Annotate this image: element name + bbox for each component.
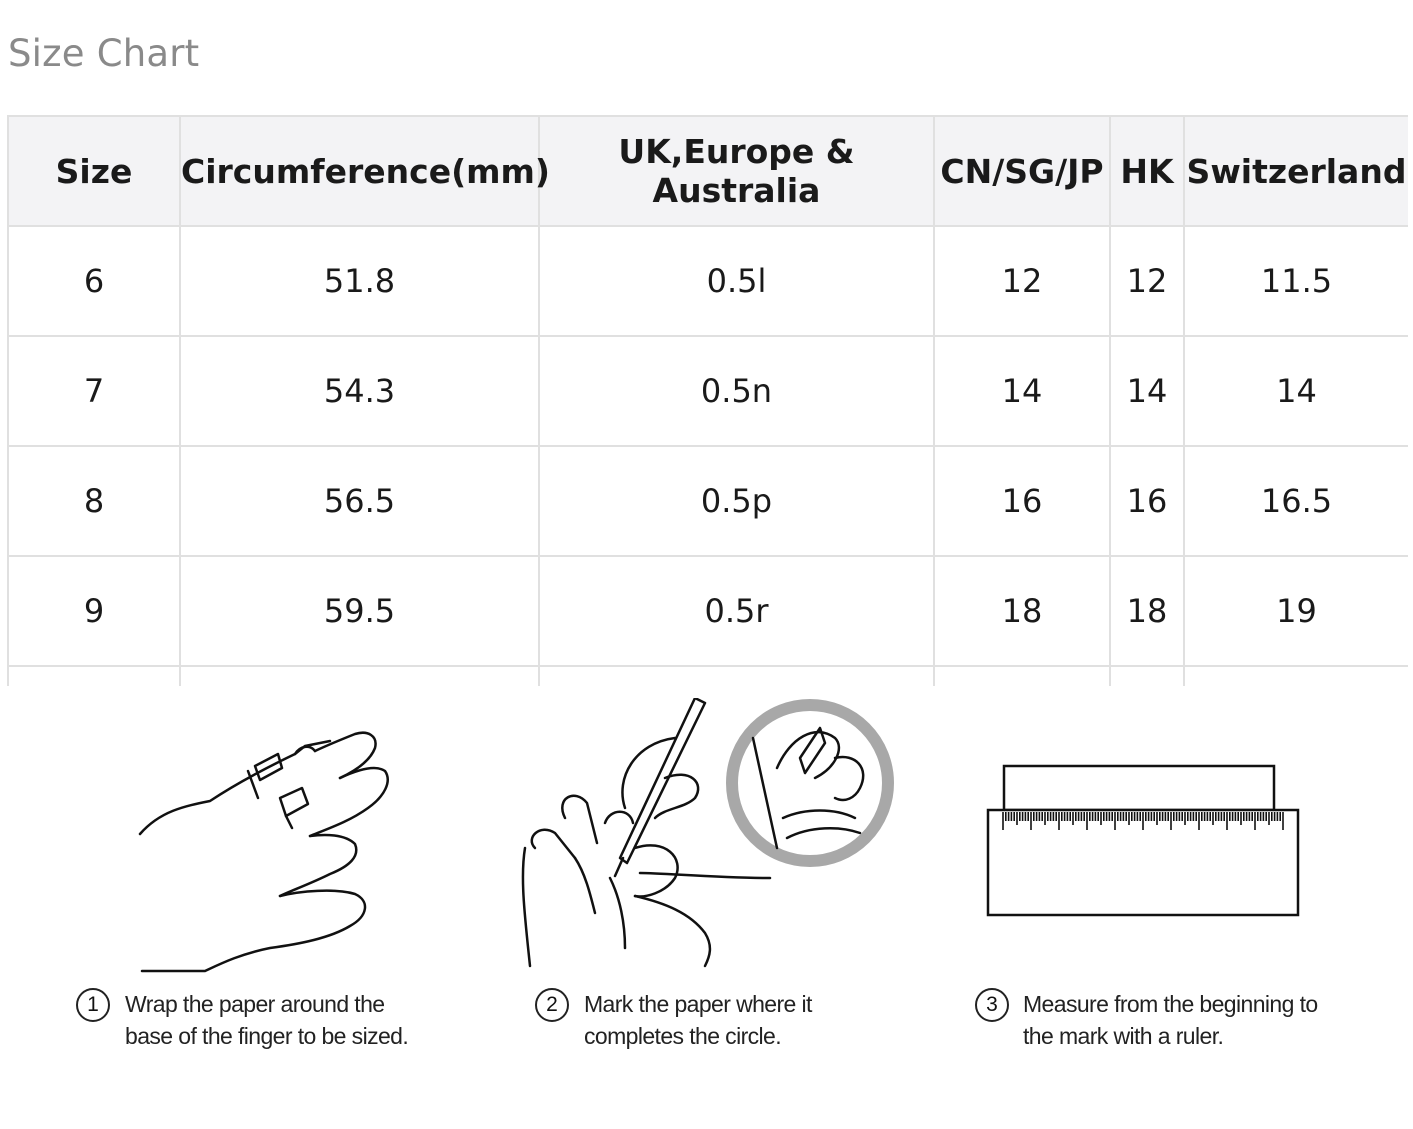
table-row: 7 54.3 0.5n 14 14 14 [7, 335, 1408, 447]
header-cn-sg-jp: CN/SG/JP [933, 115, 1111, 227]
pen-mark-icon [515, 696, 905, 973]
cell-uk: 0.5n [538, 335, 935, 447]
step-3-caption: Measure from the beginning to the mark w… [1023, 988, 1393, 1052]
cell-circumference: 54.3 [179, 335, 540, 447]
cell-uk: 0.5p [538, 445, 935, 557]
ruler-icon [985, 764, 1303, 918]
page-title: Size Chart [8, 32, 200, 75]
step-1-line-2: base of the finger to be sized. [125, 1023, 409, 1049]
cell-cn: 16 [933, 445, 1111, 557]
cell-size: 8 [7, 445, 181, 557]
cell-cn: 14 [933, 335, 1111, 447]
cell-size: 7 [7, 335, 181, 447]
header-circumference: Circumference(mm) [179, 115, 550, 227]
step-3-number: 3 [975, 988, 1009, 1022]
cell-switzerland: 14 [1183, 335, 1408, 447]
header-size: Size [7, 115, 181, 227]
cell-size: 9 [7, 555, 181, 667]
cell-size: 6 [7, 225, 181, 337]
cell-circumference: 56.5 [179, 445, 540, 557]
cell-hk: 18 [1109, 555, 1185, 667]
size-table: Size Circumference(mm) UK,Europe & Austr… [7, 115, 1408, 686]
cell-circumference: 59.5 [179, 555, 540, 667]
cell-hk: 12 [1109, 225, 1185, 337]
step-2-caption: Mark the paper where it completes the ci… [584, 988, 914, 1052]
cell-switzerland: 16.5 [1183, 445, 1408, 557]
step-2-line-1: Mark the paper where it [584, 991, 812, 1017]
table-row: 6 51.8 0.5l 12 12 11.5 [7, 225, 1408, 337]
size-table-container: Size Circumference(mm) UK,Europe & Austr… [7, 115, 1408, 686]
cell-switzerland: 11.5 [1183, 225, 1408, 337]
cell-uk: 0.5l [538, 225, 935, 337]
table-header-row: Size Circumference(mm) UK,Europe & Austr… [7, 115, 1408, 227]
step-3-line-1: Measure from the beginning to [1023, 991, 1318, 1017]
table-row-partial [7, 665, 1408, 686]
table-row: 9 59.5 0.5r 18 18 19 [7, 555, 1408, 667]
cell-cn: 12 [933, 225, 1111, 337]
step-1-line-1: Wrap the paper around the [125, 991, 385, 1017]
header-uk-europe-australia: UK,Europe & Australia [538, 115, 935, 227]
cell-hk: 16 [1109, 445, 1185, 557]
cell-cn: 18 [933, 555, 1111, 667]
hand-wrap-icon [130, 716, 400, 976]
step-1-number: 1 [76, 988, 110, 1022]
cell-hk: 14 [1109, 335, 1185, 447]
cell-switzerland: 19 [1183, 555, 1408, 667]
measuring-instructions: 1 Wrap the paper around the base of the … [0, 686, 1413, 1129]
step-2-line-2: completes the circle. [584, 1023, 782, 1049]
step-1-caption: Wrap the paper around the base of the fi… [125, 988, 485, 1052]
cell-uk: 0.5r [538, 555, 935, 667]
cell-circumference: 51.8 [179, 225, 540, 337]
header-switzerland: Switzerland [1183, 115, 1408, 227]
header-hk: HK [1109, 115, 1185, 227]
step-2-number: 2 [535, 988, 569, 1022]
table-row: 8 56.5 0.5p 16 16 16.5 [7, 445, 1408, 557]
step-3-line-2: the mark with a ruler. [1023, 1023, 1224, 1049]
